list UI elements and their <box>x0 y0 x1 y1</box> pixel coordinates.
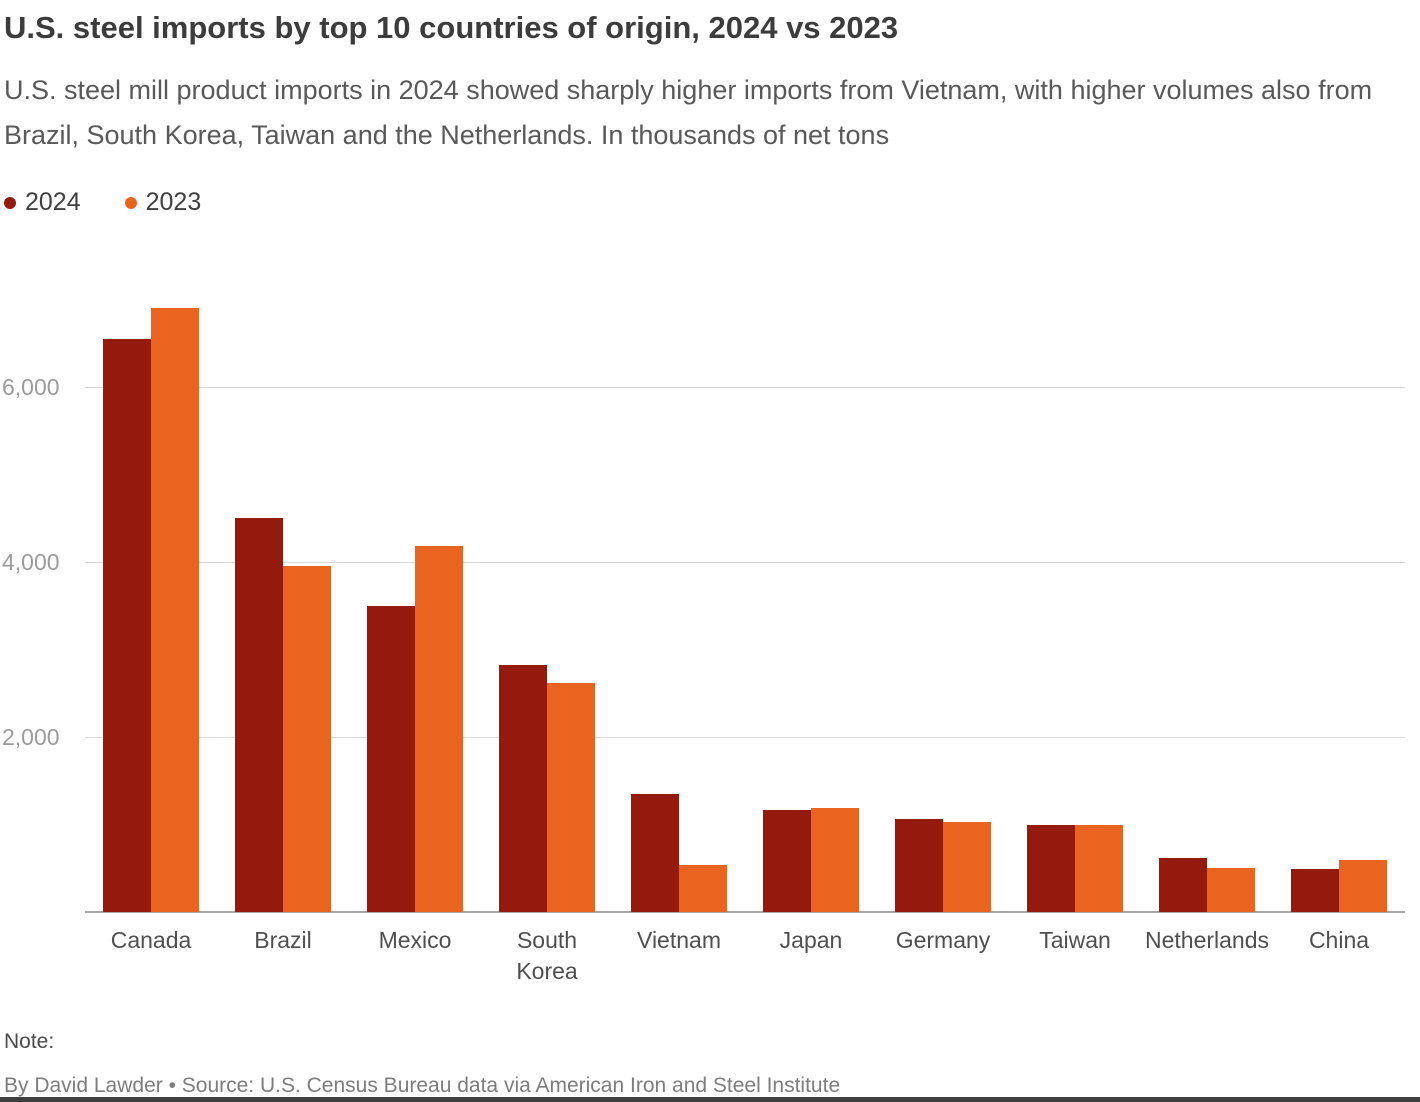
legend: 2024 2023 <box>4 188 201 217</box>
legend-item-2023: 2023 <box>124 188 202 217</box>
gridline-6000 <box>85 387 1405 389</box>
y-axis-tick-label: 6,000 <box>2 374 60 401</box>
bar-2023-mexico <box>415 546 463 912</box>
gridline-2000 <box>85 737 1405 739</box>
bar-2023-germany <box>943 822 991 912</box>
x-axis-label: Canada <box>85 925 217 956</box>
x-axis-label: Japan <box>745 925 877 956</box>
bar-2023-china <box>1339 860 1387 912</box>
x-axis-label: Germany <box>877 925 1009 956</box>
bar-2023-taiwan <box>1075 825 1123 912</box>
x-axis-label: Mexico <box>349 925 481 956</box>
bar-2024-canada <box>103 339 151 912</box>
bar-2024-taiwan <box>1027 825 1075 912</box>
x-axis-label: China <box>1273 925 1405 956</box>
x-axis-label-south-korea: South Korea <box>516 927 578 985</box>
bar-2024-vietnam <box>631 794 679 912</box>
bar-2023-netherlands <box>1207 868 1255 912</box>
legend-swatch-2023 <box>124 196 137 209</box>
bar-2024-mexico <box>367 606 415 912</box>
bar-2023-vietnam <box>679 865 727 912</box>
x-axis-label-brazil: Brazil <box>254 927 312 953</box>
x-axis-label: Netherlands <box>1141 925 1273 956</box>
page-title: U.S. steel imports by top 10 countries o… <box>4 10 899 45</box>
footer-rule <box>0 1097 1420 1102</box>
bar-2024-germany <box>895 819 943 912</box>
gridline-4000 <box>85 562 1405 564</box>
legend-item-2024: 2024 <box>4 188 81 217</box>
legend-swatch-2024 <box>4 196 16 209</box>
bar-2024-south-korea <box>499 665 547 912</box>
x-axis-label: South Korea <box>481 925 613 987</box>
bar-2024-china <box>1291 869 1339 912</box>
plot-area <box>85 280 1405 913</box>
bar-2024-japan <box>763 810 811 912</box>
x-axis-label-china: China <box>1308 927 1370 953</box>
page-subtitle: U.S. steel mill product imports in 2024 … <box>4 75 1373 150</box>
x-axis-label-japan: Japan <box>779 927 843 953</box>
byline: By David Lawder • Source: U.S. Census Bu… <box>4 1074 841 1097</box>
bar-2024-brazil <box>235 518 283 912</box>
x-axis-label-taiwan: Taiwan <box>1039 927 1111 953</box>
x-axis-line <box>85 911 1405 913</box>
x-axis-label: Brazil <box>217 925 349 956</box>
x-axis-label-vietnam: Vietnam <box>637 927 721 953</box>
legend-label-2024: 2024 <box>25 188 81 216</box>
note-label: Note: <box>4 1030 55 1053</box>
y-axis-tick-label: 4,000 <box>2 549 60 576</box>
x-axis-label-netherlands: Netherlands <box>1144 927 1270 953</box>
bar-2023-canada <box>151 308 199 912</box>
x-axis-label: Vietnam <box>613 925 745 956</box>
x-axis-label: Taiwan <box>1009 925 1141 956</box>
bar-2023-brazil <box>283 566 331 912</box>
bar-2024-netherlands <box>1159 858 1207 912</box>
x-axis-label-germany: Germany <box>895 927 991 953</box>
y-axis-tick-label: 2,000 <box>2 724 60 751</box>
x-axis-label-mexico: Mexico <box>378 927 452 953</box>
bar-2023-japan <box>811 808 859 912</box>
bar-2023-south-korea <box>547 683 595 912</box>
x-axis-label-canada: Canada <box>110 927 192 953</box>
legend-label-2023: 2023 <box>145 188 202 216</box>
